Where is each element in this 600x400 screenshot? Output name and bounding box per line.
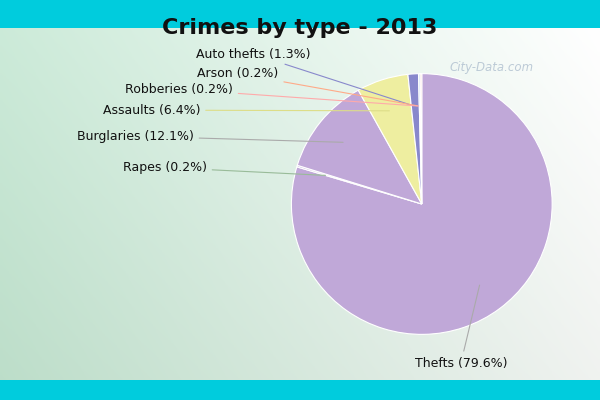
Wedge shape <box>292 74 552 334</box>
Text: City-Data.com: City-Data.com <box>450 62 534 74</box>
Text: Arson (0.2%): Arson (0.2%) <box>197 67 417 106</box>
Wedge shape <box>297 165 422 204</box>
Text: Thefts (79.6%): Thefts (79.6%) <box>415 285 507 370</box>
Text: Assaults (6.4%): Assaults (6.4%) <box>103 104 389 117</box>
Wedge shape <box>358 74 422 204</box>
Wedge shape <box>408 74 422 204</box>
Text: Rapes (0.2%): Rapes (0.2%) <box>122 161 325 176</box>
Text: Burglaries (12.1%): Burglaries (12.1%) <box>77 130 343 143</box>
Wedge shape <box>419 74 422 204</box>
Text: Auto thefts (1.3%): Auto thefts (1.3%) <box>196 48 413 106</box>
Wedge shape <box>297 90 422 204</box>
Wedge shape <box>420 74 422 204</box>
Text: Crimes by type - 2013: Crimes by type - 2013 <box>163 18 437 38</box>
Text: Robberies (0.2%): Robberies (0.2%) <box>125 83 418 106</box>
